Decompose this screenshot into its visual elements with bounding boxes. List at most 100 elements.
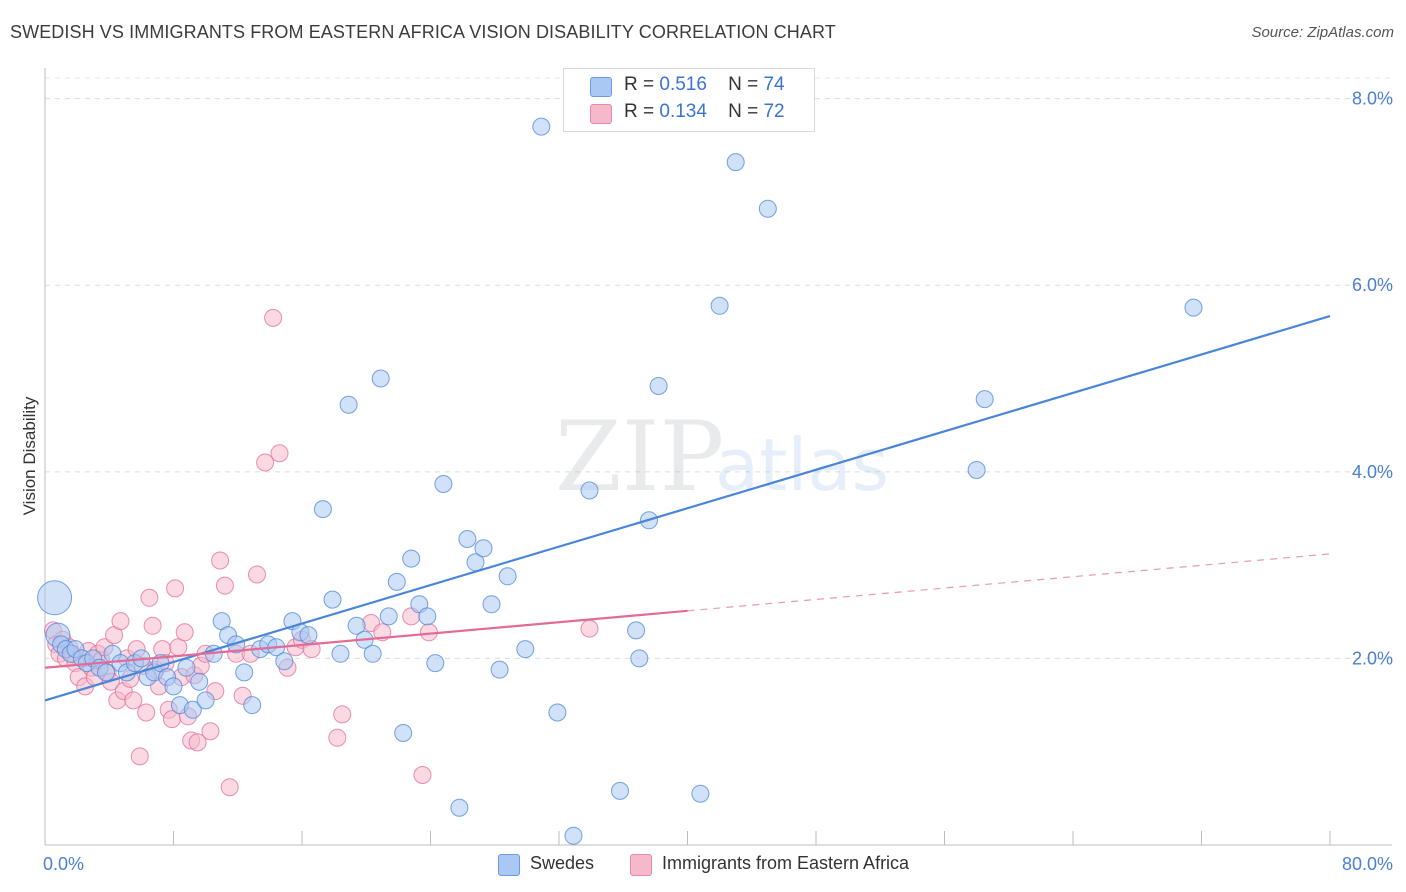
swedes-point-60 <box>490 660 509 679</box>
swedes-point-54 <box>434 475 453 493</box>
swedes-point-74 <box>726 153 745 172</box>
swedes-point-73 <box>710 296 729 315</box>
swedes-point-49 <box>394 724 413 742</box>
eastern-africa-point-69 <box>413 766 432 784</box>
eastern-africa-trend-line <box>44 609 688 669</box>
swedes-point-67 <box>611 781 629 800</box>
eastern-africa-point-25 <box>124 691 143 710</box>
eastern-africa-point-59 <box>270 444 289 463</box>
swedes-point-22 <box>177 658 196 677</box>
axis-ticks <box>44 831 1331 845</box>
eastern-africa-point-31 <box>143 616 162 635</box>
swedes-point-61 <box>498 567 517 586</box>
y-tick-label-2: 6.0% <box>1352 275 1393 295</box>
swedes-point-23 <box>183 700 202 719</box>
swedes-point-25 <box>196 691 215 710</box>
swedes-point-10 <box>97 663 115 682</box>
swedes-point-69 <box>630 649 649 668</box>
swedes-point-63 <box>532 117 551 136</box>
swedes-point-47 <box>379 607 398 626</box>
swedes-point-42 <box>339 395 358 414</box>
eastern-africa-point-27 <box>130 747 149 766</box>
swedes-point-38 <box>299 626 318 645</box>
y-tick-label-0: 2.0% <box>1352 648 1393 668</box>
swedes-point-59 <box>482 595 501 614</box>
swedes-point-45 <box>363 644 382 663</box>
swedes-point-35 <box>275 652 294 671</box>
source-credit: Source: ZipAtlas.com <box>1251 24 1394 41</box>
watermark: ZIP atlas <box>555 401 889 513</box>
eastern-africa-point-50 <box>211 551 230 570</box>
eastern-africa-point-38 <box>166 579 185 598</box>
r-label: R = <box>624 101 655 122</box>
swedes-point-71 <box>649 377 668 395</box>
eastern-africa-trend-extension <box>687 553 1331 612</box>
swedes-point-53 <box>426 654 445 673</box>
r-value-swedes: 0.516 <box>659 74 707 95</box>
swedes-point-68 <box>627 621 646 640</box>
legend-label-swedes: Swedes <box>530 853 595 873</box>
y-tick-label-3: 8.0% <box>1352 89 1393 109</box>
swedes-point-40 <box>323 590 342 609</box>
swedes-point-52 <box>418 607 437 626</box>
swedes-point-64 <box>548 703 567 722</box>
series-legend: Swedes Immigrants from Eastern Africa <box>0 852 1406 878</box>
swedes-point-65 <box>564 826 583 845</box>
x-tick-label-min: 0.0% <box>43 854 84 874</box>
correlation-legend: R = 0.516 N = 74 R = 0.134 N = 72 <box>563 68 815 132</box>
eastern-africa-point-48 <box>201 722 220 741</box>
n-label: N = <box>728 74 759 95</box>
swedes-point-46 <box>371 369 390 388</box>
eastern-africa-point-21 <box>111 612 130 631</box>
eastern-africa-point-45 <box>188 733 207 752</box>
swedes-point-78 <box>1184 298 1203 317</box>
y-axis-title: Vision Disability <box>20 396 39 515</box>
swedes-trend-line <box>44 314 1331 702</box>
swedes-point-31 <box>243 696 262 715</box>
eastern-africa-point-51 <box>215 576 234 595</box>
eastern-africa-point-52 <box>220 778 239 797</box>
swedes-point-41 <box>331 644 350 663</box>
swatch-swedes <box>590 77 612 97</box>
swedes-point-75 <box>758 199 777 218</box>
swatch-eastern-africa <box>590 104 612 124</box>
n-value-swedes: 74 <box>763 74 785 95</box>
legend-row-eastern-africa: R = 0.134 N = 72 <box>564 101 814 127</box>
swedes-point-0 <box>37 580 73 616</box>
swedes-point-50 <box>402 549 421 568</box>
eastern-africa-point-41 <box>175 623 194 642</box>
eastern-africa-point-65 <box>333 705 352 724</box>
y-tick-labels: 2.0% 4.0% 6.0% 8.0% <box>1352 89 1393 669</box>
legend-row-swedes: R = 0.516 N = 74 <box>564 74 814 100</box>
axes <box>44 68 1392 846</box>
swedes-point-20 <box>164 677 183 696</box>
eastern-africa-point-64 <box>328 728 347 747</box>
x-tick-label-max: 80.0% <box>1342 854 1393 874</box>
trend-lines <box>44 314 1331 702</box>
eastern-africa-points <box>44 308 599 797</box>
swatch-eastern-africa <box>630 854 652 876</box>
y-tick-label-1: 4.0% <box>1352 462 1393 482</box>
legend-label-eastern-africa: Immigrants from Eastern Africa <box>662 853 910 873</box>
n-label: N = <box>728 101 759 122</box>
swedes-point-72 <box>691 784 710 803</box>
swedes-point-66 <box>580 481 599 500</box>
eastern-africa-point-58 <box>264 308 283 327</box>
swedes-point-77 <box>975 390 994 409</box>
r-value-eastern-africa: 0.134 <box>659 101 707 122</box>
swedes-point-62 <box>516 640 535 659</box>
n-value-eastern-africa: 72 <box>763 101 785 122</box>
swedes-point-58 <box>474 539 493 558</box>
swedes-point-24 <box>190 672 209 691</box>
swedes-point-55 <box>450 798 469 817</box>
eastern-africa-point-56 <box>248 565 266 584</box>
swedes-points <box>37 117 1203 845</box>
r-label: R = <box>624 74 655 95</box>
eastern-africa-point-29 <box>137 703 156 722</box>
chart-title: SWEDISH VS IMMIGRANTS FROM EASTERN AFRIC… <box>10 22 836 42</box>
swedes-point-39 <box>313 500 332 519</box>
swedes-point-56 <box>458 530 477 548</box>
swedes-point-76 <box>967 461 986 479</box>
eastern-africa-point-57 <box>256 453 275 472</box>
